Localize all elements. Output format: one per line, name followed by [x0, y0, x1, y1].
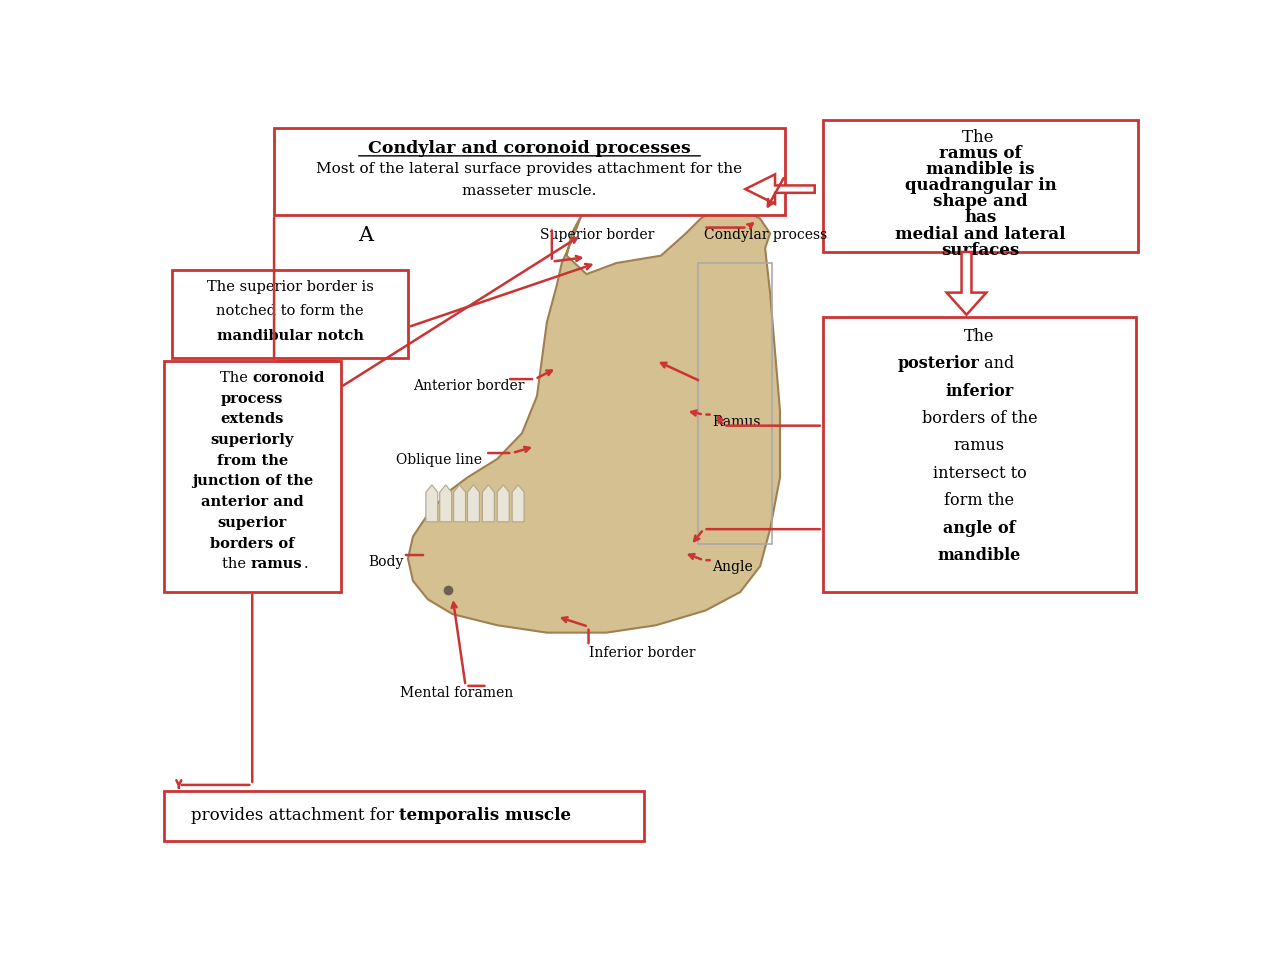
Text: Body: Body [369, 555, 403, 569]
Text: inferior: inferior [945, 383, 1014, 399]
FancyBboxPatch shape [823, 120, 1138, 252]
FancyBboxPatch shape [172, 271, 408, 358]
Text: A: A [358, 227, 374, 245]
FancyBboxPatch shape [164, 361, 340, 592]
Text: temporalis muscle: temporalis muscle [399, 807, 571, 825]
Text: Mental foramen: Mental foramen [401, 685, 513, 700]
Polygon shape [483, 485, 494, 522]
Polygon shape [947, 252, 987, 315]
Text: has: has [964, 209, 997, 227]
Text: and: and [979, 355, 1015, 372]
FancyBboxPatch shape [823, 317, 1137, 592]
Polygon shape [426, 485, 438, 522]
Text: Ramus: Ramus [713, 415, 762, 428]
Text: coronoid: coronoid [252, 371, 325, 385]
Polygon shape [453, 485, 466, 522]
Text: quadrangular in: quadrangular in [905, 178, 1056, 194]
Text: Condylar and coronoid processes: Condylar and coronoid processes [369, 139, 691, 156]
Text: The superior border is: The superior border is [206, 280, 374, 294]
Text: Inferior border: Inferior border [589, 646, 695, 660]
Text: mandible is: mandible is [927, 161, 1034, 179]
Text: The: The [963, 130, 998, 146]
Text: The: The [220, 371, 252, 385]
Text: intersect to: intersect to [933, 465, 1027, 482]
Polygon shape [440, 485, 452, 522]
Polygon shape [467, 485, 480, 522]
Text: borders of the: borders of the [922, 410, 1037, 427]
Text: process: process [221, 392, 283, 406]
Text: the: the [221, 557, 251, 571]
Text: ramus: ramus [954, 438, 1005, 454]
Text: mandible: mandible [938, 547, 1021, 564]
Text: extends: extends [220, 413, 284, 426]
Text: Angle: Angle [713, 561, 754, 574]
Text: borders of: borders of [210, 537, 294, 550]
Text: .: . [303, 557, 308, 571]
Text: mandibular notch: mandibular notch [216, 329, 364, 343]
Text: shape and: shape and [933, 193, 1028, 210]
Text: superiorly: superiorly [211, 433, 294, 447]
Text: ramus: ramus [251, 557, 302, 571]
Text: Most of the lateral surface provides attachment for the: Most of the lateral surface provides att… [316, 162, 742, 176]
Text: ramus of: ramus of [940, 145, 1021, 162]
Text: Superior border: Superior border [540, 228, 654, 242]
Text: junction of the: junction of the [192, 474, 312, 489]
Text: The: The [964, 328, 995, 345]
Text: Condylar process: Condylar process [704, 228, 827, 242]
Text: angle of: angle of [943, 519, 1015, 537]
Polygon shape [498, 485, 509, 522]
Polygon shape [512, 485, 524, 522]
Text: form the: form the [945, 492, 1015, 509]
FancyBboxPatch shape [164, 791, 644, 841]
Text: anterior and: anterior and [201, 495, 303, 509]
Text: medial and lateral: medial and lateral [895, 226, 1066, 243]
Text: from the: from the [216, 454, 288, 468]
Text: provides attachment for: provides attachment for [191, 807, 399, 825]
Text: Oblique line: Oblique line [396, 453, 483, 467]
Text: notched to form the: notched to form the [216, 304, 364, 319]
Polygon shape [408, 207, 780, 633]
Text: Anterior border: Anterior border [413, 379, 525, 393]
Polygon shape [745, 175, 815, 204]
Text: posterior: posterior [897, 355, 979, 372]
Text: superior: superior [218, 516, 287, 530]
FancyBboxPatch shape [274, 128, 785, 215]
Text: surfaces: surfaces [941, 242, 1019, 258]
Text: masseter muscle.: masseter muscle. [462, 184, 596, 198]
